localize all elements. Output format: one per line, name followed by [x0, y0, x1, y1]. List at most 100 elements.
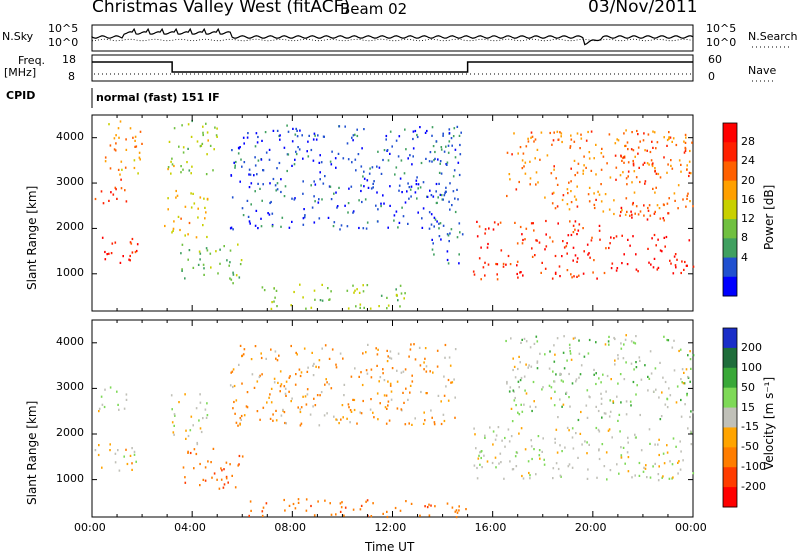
velocity-echo-cell — [331, 348, 334, 351]
velocity-echo-cell — [638, 356, 641, 359]
power-echo-cell — [668, 131, 670, 134]
velocity-echo-cell — [553, 380, 556, 383]
velocity-echo-cell — [474, 433, 476, 436]
velocity-echo-cell — [199, 393, 201, 396]
velocity-echo-cell — [280, 383, 283, 386]
velocity-echo-cell — [370, 398, 372, 401]
velocity-echo-cell — [318, 359, 321, 362]
power-echo-cell — [232, 273, 235, 276]
velocity-echo-cell — [685, 368, 688, 371]
power-echo-cell — [521, 233, 523, 236]
velocity-colorbar-segment — [723, 407, 737, 428]
velocity-echo-cell — [601, 443, 604, 446]
velocity-echo-cell — [568, 343, 571, 346]
power-echo-cell — [569, 146, 571, 149]
velocity-echo-cell — [548, 367, 551, 370]
power-echo-cell — [657, 266, 660, 269]
power-echo-cell — [203, 197, 205, 200]
power-echo-cell — [272, 177, 275, 181]
velocity-echo-cell — [313, 514, 316, 517]
velocity-echo-cell — [391, 367, 394, 370]
power-echo-cell — [601, 147, 603, 150]
velocity-echo-cell — [527, 366, 529, 369]
power-echo-cell — [456, 236, 459, 239]
power-echo-cell — [509, 178, 511, 181]
power-echo-cell — [270, 200, 272, 204]
power-echo-cell — [440, 194, 443, 197]
velocity-echo-cell — [294, 507, 297, 510]
freq-label: Freq. — [18, 54, 46, 67]
velocity-echo-cell — [377, 418, 379, 421]
power-echo-cell — [570, 180, 572, 183]
velocity-echo-cell — [343, 394, 345, 397]
power-echo-cell — [647, 209, 650, 212]
power-echo-cell — [539, 158, 541, 161]
velocity-echo-cell — [625, 361, 627, 364]
power-echo-cell — [627, 161, 630, 164]
power-echo-cell — [532, 222, 534, 225]
velocity-echo-cell — [386, 360, 389, 363]
power-echo-cell — [496, 273, 498, 276]
power-echo-cell — [239, 263, 242, 266]
power-echo-cell — [398, 135, 401, 138]
velocity-echo-cell — [319, 394, 321, 397]
velocity-echo-cell — [542, 386, 544, 389]
power-echo-cell — [595, 198, 597, 201]
velocity-echo-cell — [386, 510, 388, 513]
power-echo-cell — [280, 178, 282, 181]
velocity-echo-cell — [584, 440, 586, 443]
power-echo-cell — [575, 198, 577, 201]
power-echo-cell — [294, 133, 297, 136]
power-echo-cell — [442, 198, 444, 201]
power-echo-cell — [271, 301, 273, 304]
velocity-echo-cell — [402, 370, 405, 373]
velocity-echo-cell — [199, 462, 201, 466]
velocity-echo-cell — [382, 512, 384, 515]
velocity-echo-cell — [426, 506, 429, 509]
power-echo-cell — [134, 145, 136, 148]
velocity-echo-cell — [299, 424, 302, 427]
power-echo-cell — [190, 172, 192, 175]
velocity-echo-cell — [606, 374, 609, 378]
velocity-echo-cell — [387, 380, 389, 383]
power-echo-cell — [182, 151, 185, 154]
power-echo-cell — [383, 202, 385, 205]
velocity-echo-cell — [178, 401, 180, 404]
power-echo-cell — [187, 147, 189, 150]
power-echo-cell — [113, 137, 116, 140]
power-echo-cell — [608, 246, 610, 250]
power-echo-cell — [524, 161, 527, 164]
velocity-echo-cell — [336, 418, 338, 421]
power-echo-cell — [567, 192, 569, 195]
power-echo-cell — [422, 181, 425, 184]
velocity-echo-cell — [388, 356, 391, 359]
power-echo-cell — [459, 143, 461, 147]
velocity-echo-cell — [411, 423, 413, 426]
power-echo-cell — [653, 257, 656, 260]
velocity-echo-cell — [295, 373, 297, 376]
velocity-echo-cell — [593, 373, 595, 376]
power-echo-cell — [342, 157, 345, 160]
power-echo-cell — [648, 261, 650, 264]
power-echo-cell — [255, 209, 258, 212]
power-echo-cell — [615, 166, 618, 169]
power-echo-cell — [569, 145, 572, 148]
velocity-echo-cell — [636, 384, 638, 387]
velocity-echo-cell — [283, 385, 286, 388]
velocity-echo-cell — [634, 433, 636, 436]
velocity-echo-cell — [269, 393, 271, 396]
power-echo-cell — [593, 157, 595, 160]
power-echo-cell — [295, 153, 298, 156]
velocity-echo-cell — [248, 514, 250, 517]
velocity-echo-cell — [299, 374, 302, 378]
velocity-echo-cell — [578, 376, 580, 379]
power-echo-cell — [478, 257, 481, 260]
velocity-echo-cell — [506, 380, 508, 384]
power-echo-cell — [651, 140, 653, 143]
power-echo-cell — [438, 235, 441, 238]
power-echo-cell — [549, 236, 551, 239]
velocity-echo-cell — [569, 350, 571, 353]
power-echo-cell — [684, 260, 686, 264]
power-echo-cell — [308, 134, 310, 137]
power-echo-cell — [556, 183, 559, 186]
